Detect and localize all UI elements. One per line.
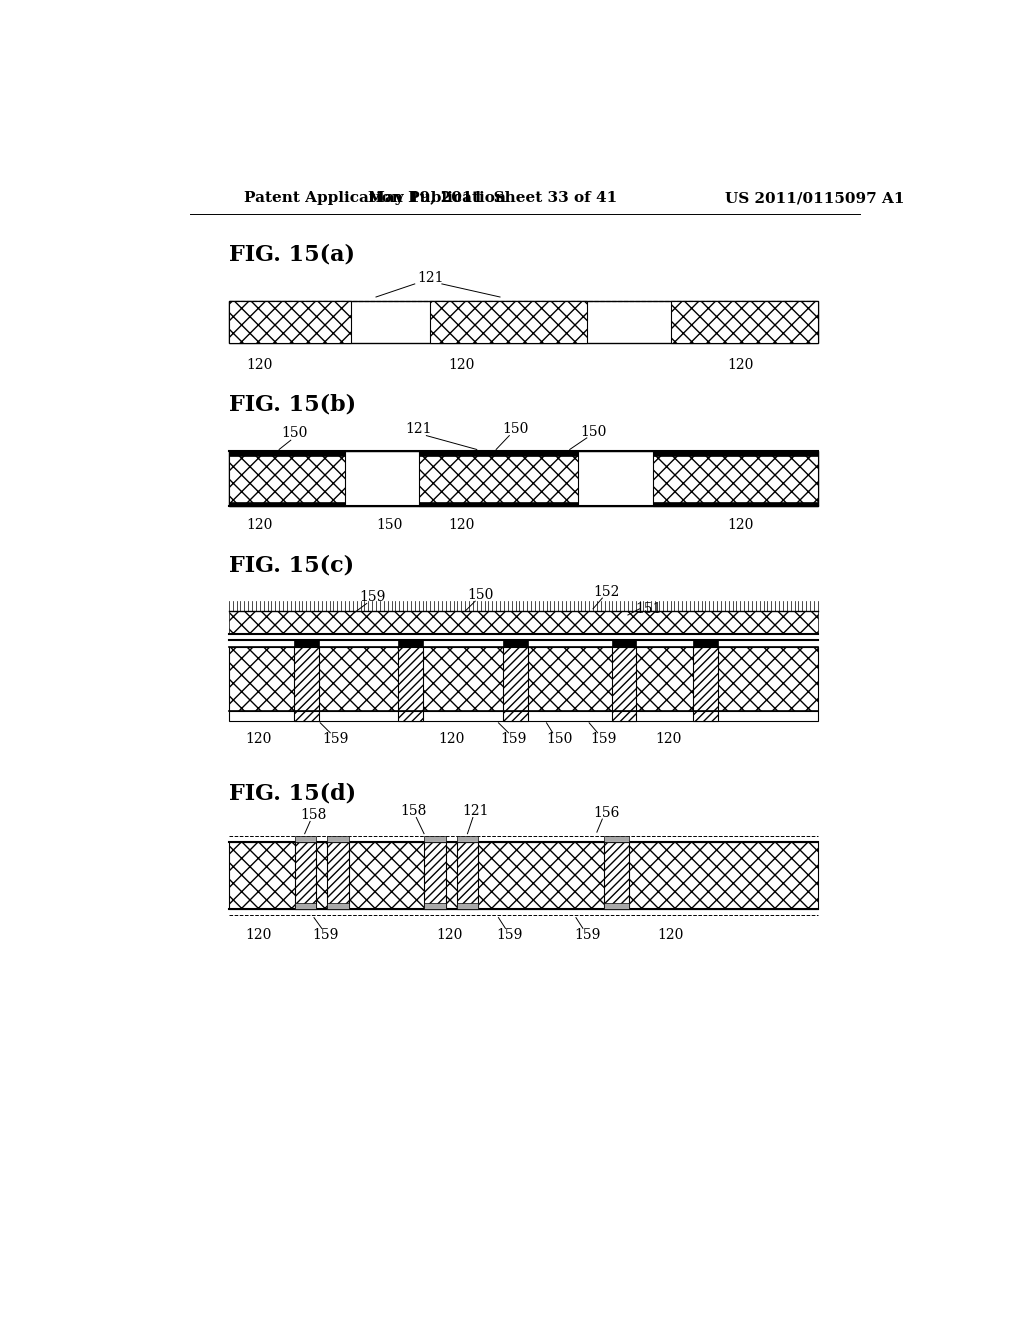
Bar [430,301,587,343]
Bar [294,711,318,721]
Bar [294,647,318,711]
Text: 159: 159 [312,928,339,941]
Text: 150: 150 [377,517,403,532]
Bar [653,451,818,455]
Bar [503,711,528,721]
Bar [228,611,818,635]
Bar [457,836,478,842]
Text: 120: 120 [436,928,463,941]
Bar [611,640,636,647]
Bar [419,502,578,507]
Text: 120: 120 [247,517,273,532]
Text: 159: 159 [359,590,385,605]
Text: 120: 120 [727,358,754,372]
Bar [503,640,528,647]
Text: 150: 150 [503,422,528,437]
Bar [424,842,445,909]
Text: 120: 120 [727,517,754,532]
Bar [328,836,349,842]
Bar [611,647,636,711]
Text: FIG. 15(b): FIG. 15(b) [228,393,356,416]
Text: 120: 120 [657,928,684,941]
Bar [295,842,316,909]
Bar [228,842,818,909]
Bar [398,640,423,647]
Text: 158: 158 [301,808,328,822]
Bar [457,903,478,909]
Text: 151: 151 [636,602,663,616]
Bar [457,842,478,909]
Bar [294,640,318,647]
Bar [604,836,629,842]
Text: 120: 120 [247,358,273,372]
Bar [228,301,818,343]
Text: 159: 159 [496,928,522,941]
Bar [328,842,349,909]
Text: 120: 120 [438,733,465,746]
Bar [295,903,316,909]
Bar [424,836,445,842]
Text: US 2011/0115097 A1: US 2011/0115097 A1 [725,191,904,206]
Bar [228,451,345,455]
Text: 150: 150 [547,733,572,746]
Bar [228,711,818,721]
Bar [398,711,423,721]
Bar [653,451,818,507]
Bar [228,451,818,507]
Bar [295,836,316,842]
Text: 120: 120 [655,733,682,746]
Text: FIG. 15(a): FIG. 15(a) [228,243,354,265]
Bar [653,502,818,507]
Text: 150: 150 [282,426,308,441]
Text: 150: 150 [467,587,494,602]
Text: 121: 121 [417,271,443,285]
Text: 159: 159 [574,928,601,941]
Text: 120: 120 [449,358,474,372]
Bar [693,711,718,721]
Text: 150: 150 [580,425,606,438]
Bar [693,647,718,711]
Bar [228,647,818,711]
Text: 120: 120 [245,733,271,746]
Text: 158: 158 [400,804,426,818]
Bar [671,301,818,343]
Text: FIG. 15(c): FIG. 15(c) [228,554,354,577]
Text: 120: 120 [449,517,474,532]
Bar [604,903,629,909]
Text: FIG. 15(d): FIG. 15(d) [228,781,356,804]
Bar [693,640,718,647]
Bar [611,711,636,721]
Text: 152: 152 [594,585,621,599]
Bar [503,647,528,711]
Text: 156: 156 [594,807,621,820]
Bar [398,647,423,711]
Bar [328,903,349,909]
Text: May 19, 2011  Sheet 33 of 41: May 19, 2011 Sheet 33 of 41 [368,191,616,206]
Text: 121: 121 [462,804,488,818]
Bar [228,502,345,507]
Bar [419,451,578,507]
Text: 159: 159 [323,733,349,746]
Bar [228,301,351,343]
Text: Patent Application Publication: Patent Application Publication [245,191,506,206]
Text: 159: 159 [501,733,527,746]
Text: 159: 159 [590,733,616,746]
Bar [228,451,345,507]
Bar [419,451,578,455]
Bar [424,903,445,909]
Text: 121: 121 [406,422,432,437]
Bar [604,842,629,909]
Text: 120: 120 [245,928,271,941]
